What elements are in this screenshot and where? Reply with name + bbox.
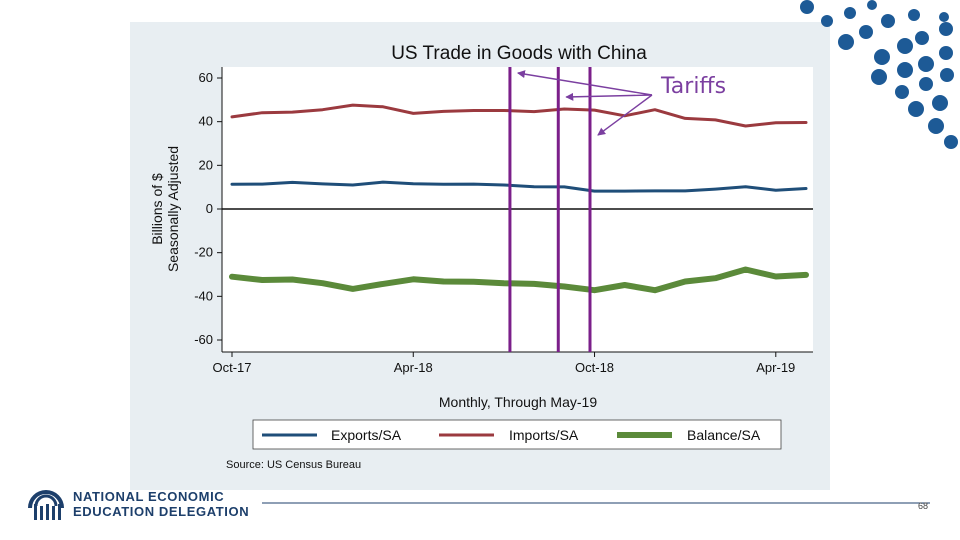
- y-tick-label: 20: [199, 157, 213, 172]
- x-tick-label: Apr-19: [756, 360, 795, 375]
- page-number: 68: [918, 501, 928, 511]
- y-tick-label: -40: [194, 288, 213, 303]
- decorative-dot: [908, 101, 924, 117]
- logo-arc: [28, 490, 64, 509]
- logo-column: [46, 504, 49, 520]
- logo-line2: EDUCATION DELEGATION: [73, 504, 249, 519]
- decorative-dot: [908, 9, 920, 21]
- decorative-dot: [897, 62, 913, 78]
- tariff-arrow: [516, 70, 653, 96]
- series-imports: [230, 103, 808, 128]
- decorative-dot: [821, 15, 833, 27]
- y-tick-label: -20: [194, 245, 213, 260]
- x-axis: Oct-17 Apr-18 Oct-18 Apr-19: [212, 351, 813, 375]
- decorative-dot: [932, 95, 948, 111]
- decorative-dot: [844, 7, 856, 19]
- decorative-dot: [928, 118, 944, 134]
- x-tick-label: Oct-18: [575, 360, 614, 375]
- decorative-dot: [859, 25, 873, 39]
- decorative-dot: [940, 68, 954, 82]
- decorative-dot: [838, 34, 854, 50]
- legend-label-exports: Exports/SA: [331, 427, 402, 443]
- series-exports: [230, 180, 808, 193]
- decorative-dot: [918, 56, 934, 72]
- legend-label-balance: Balance/SA: [687, 427, 761, 443]
- series-balance: [229, 266, 809, 294]
- decorative-dot: [944, 135, 958, 149]
- decorative-dot: [895, 85, 909, 99]
- decorative-dot: [915, 31, 929, 45]
- tariff-arrow: [565, 92, 653, 101]
- decorative-dot: [939, 12, 949, 22]
- logo-arc-inner: [34, 494, 58, 507]
- decorative-dot: [867, 0, 877, 10]
- decorative-dot: [881, 14, 895, 28]
- decorative-dot: [897, 38, 913, 54]
- logo-line1: NATIONAL ECONOMIC: [73, 489, 224, 504]
- x-axis-label: Monthly, Through May-19: [439, 394, 597, 410]
- decorative-dot: [939, 46, 953, 60]
- chart-title: US Trade in Goods with China: [391, 43, 647, 64]
- logo-column: [58, 504, 61, 520]
- logo-column: [34, 504, 37, 520]
- tariffs-annotation: Tariffs: [660, 74, 726, 99]
- legend-box: [252, 419, 782, 450]
- decorative-dot: [919, 77, 933, 91]
- legend-label-imports: Imports/SA: [509, 427, 579, 443]
- x-tick-label: Apr-18: [394, 360, 433, 375]
- tariff-arrows: [516, 70, 653, 136]
- y-tick-label: 60: [199, 70, 213, 85]
- tariff-arrow: [597, 94, 653, 136]
- logo-column: [40, 506, 43, 520]
- decorative-dot: [939, 22, 953, 36]
- x-tick-label: Oct-17: [212, 360, 251, 375]
- logo-globe-icon: [28, 490, 64, 520]
- decorative-dot: [800, 0, 814, 14]
- decorative-dots: [800, 0, 958, 149]
- source-note: Source: US Census Bureau: [226, 459, 361, 471]
- series-group: [229, 103, 809, 294]
- logo-column: [52, 506, 55, 520]
- decorative-dot: [871, 69, 887, 85]
- y-tick-label: 40: [199, 114, 213, 129]
- y-axis-label-line2: Seasonally Adjusted: [165, 146, 181, 272]
- y-axis: 60 40 20 0 -20 -40 -60: [194, 67, 813, 352]
- ned-logo: NATIONAL ECONOMIC EDUCATION DELEGATION: [28, 489, 249, 520]
- decorative-dot: [874, 49, 890, 65]
- tariff-lines: [508, 67, 592, 352]
- y-tick-label: 0: [206, 201, 213, 216]
- y-axis-label-line1: Billions of $: [149, 173, 165, 245]
- y-tick-label: -60: [194, 332, 213, 347]
